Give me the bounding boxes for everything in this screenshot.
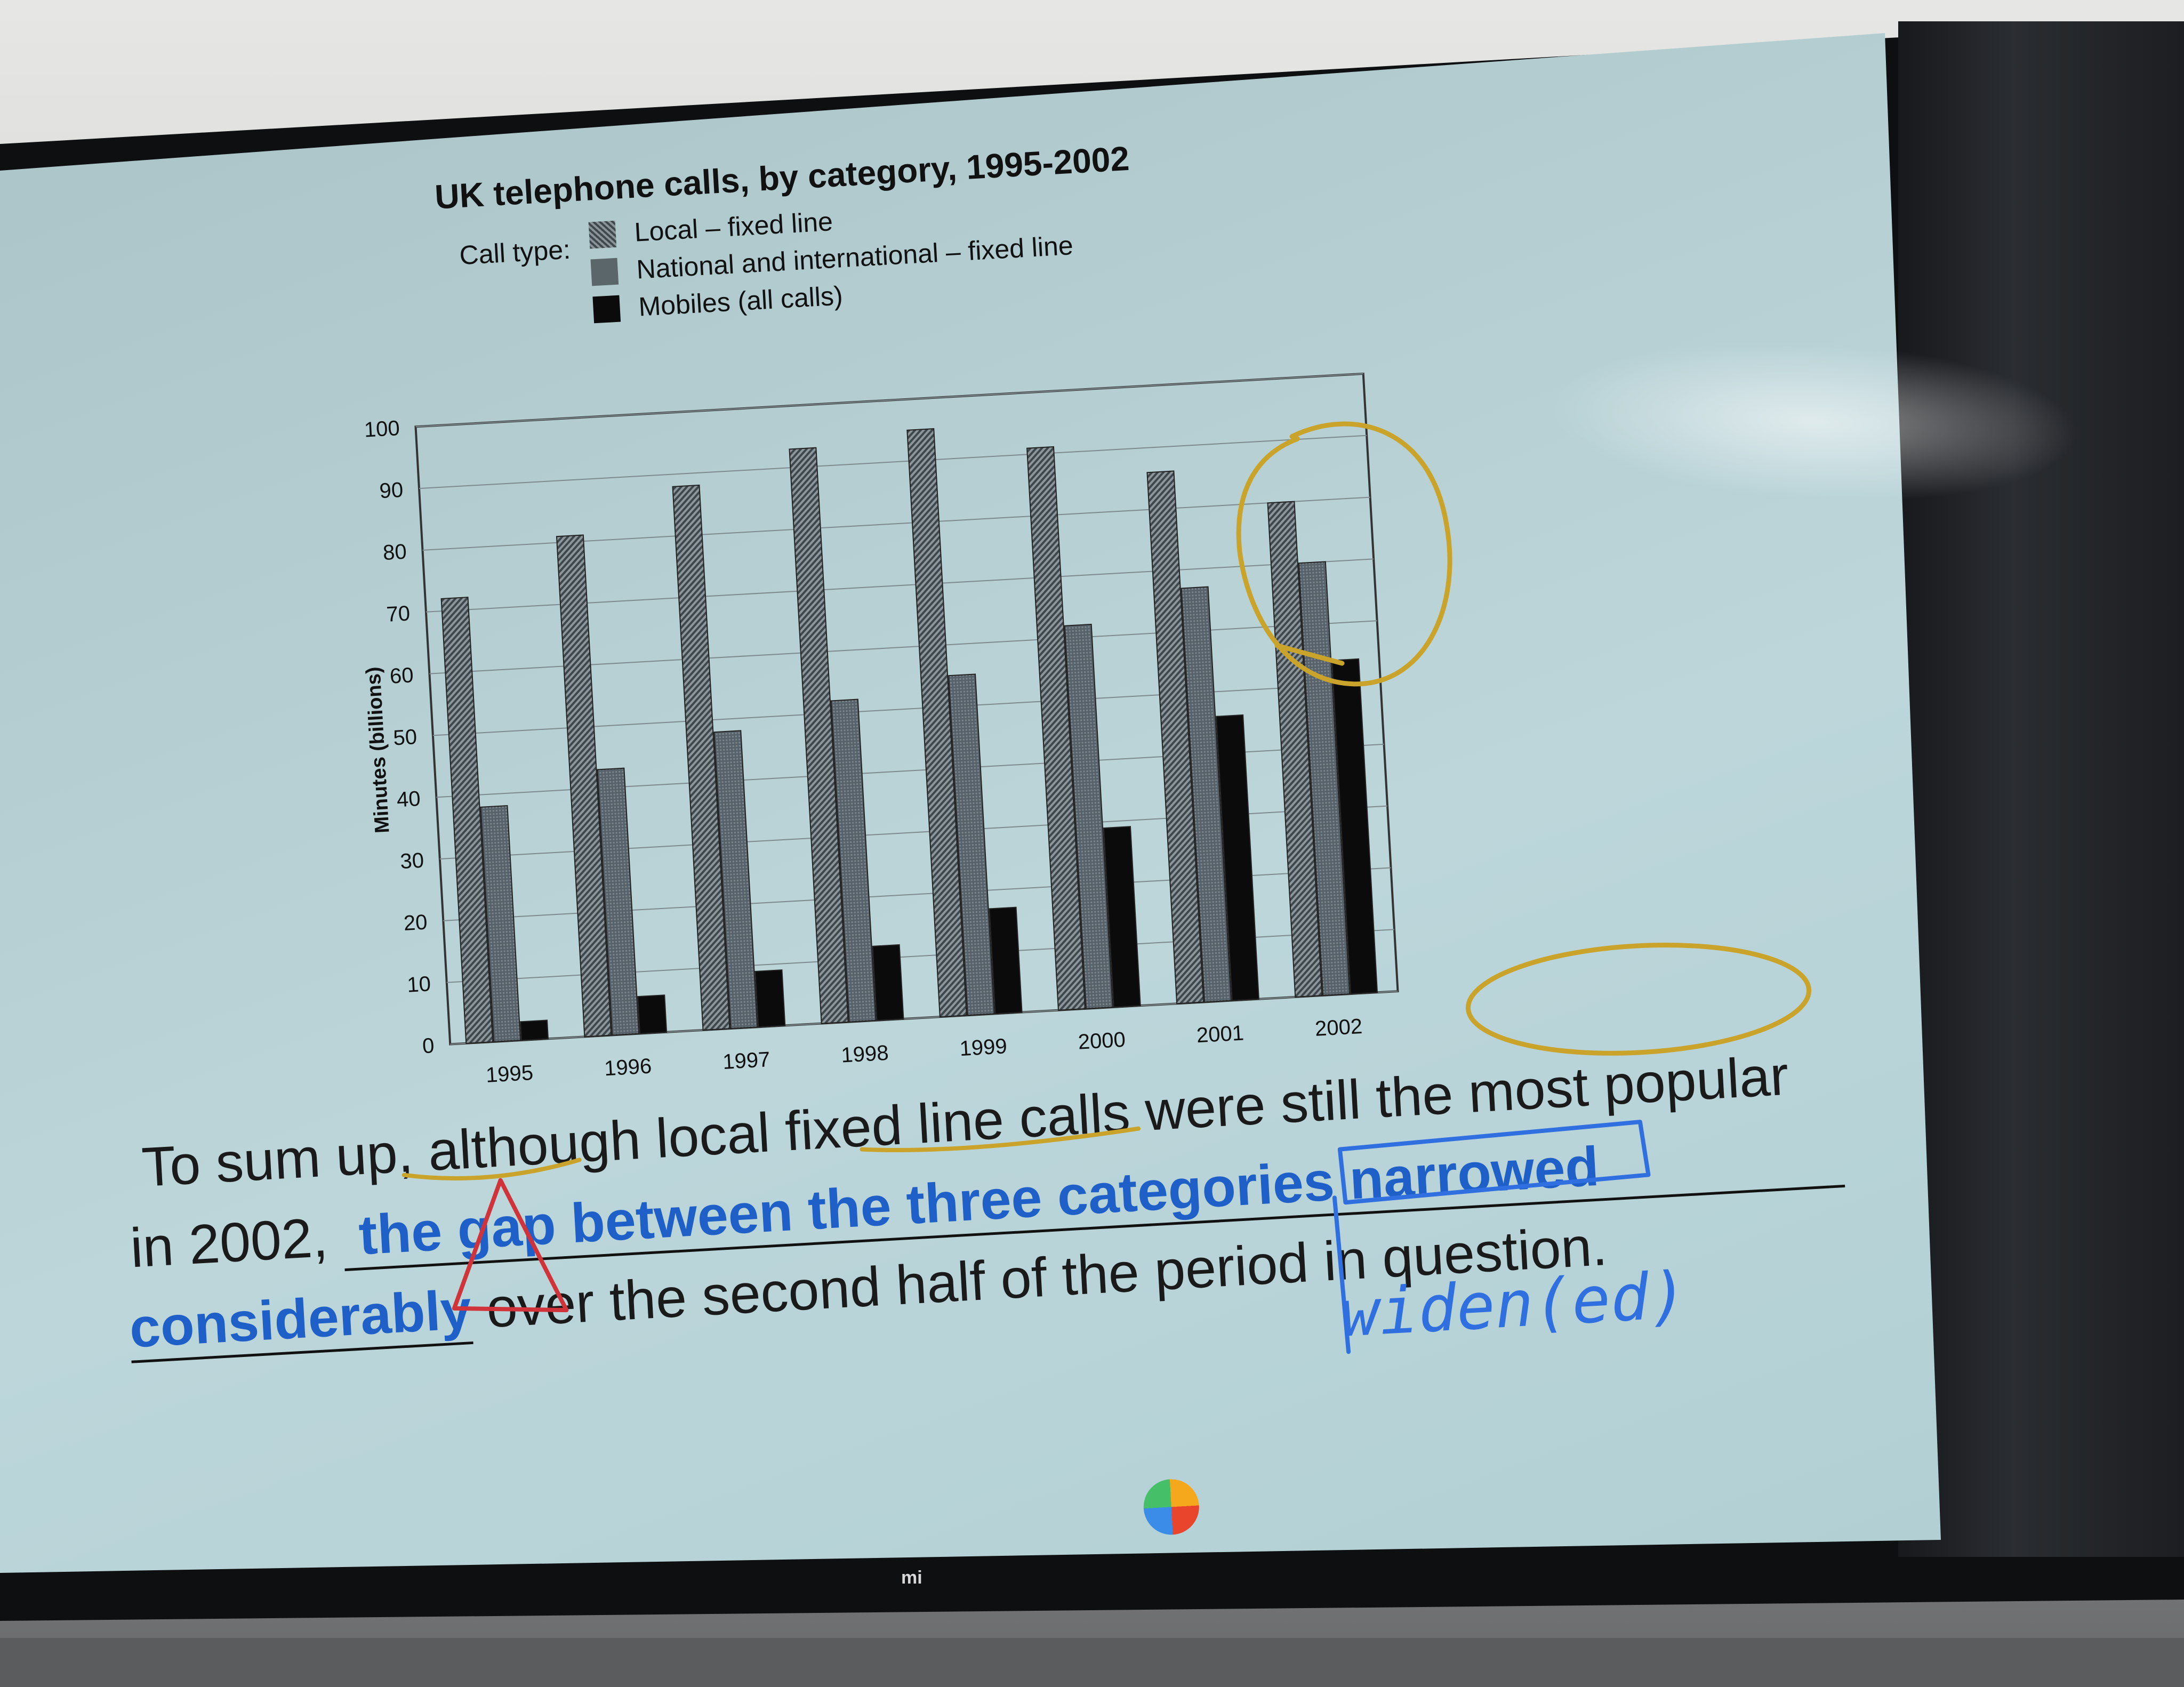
x-tick-label: 1999 <box>959 1034 1008 1061</box>
bar-mobiles-1997 <box>754 969 786 1028</box>
bars-layer <box>440 428 1378 1044</box>
legend-swatch-national <box>590 258 619 286</box>
bar-mobiles-2002 <box>1331 658 1378 995</box>
x-tick-label: 1997 <box>722 1048 770 1074</box>
bar-national-2002 <box>1298 561 1351 997</box>
bar-national-1998 <box>830 698 877 1023</box>
bar-local-2000 <box>1026 446 1086 1011</box>
legend-item-local: Local – fixed line <box>633 206 834 247</box>
loading-spinner-icon <box>1142 1477 1201 1537</box>
x-tick-label: 2000 <box>1078 1028 1126 1054</box>
y-tick-label: 100 <box>364 416 400 442</box>
tv-brand-logo: mi <box>901 1568 922 1588</box>
bar-national-2000 <box>1064 623 1113 1009</box>
bar-local-1999 <box>906 428 967 1018</box>
bar-mobiles-2001 <box>1216 714 1259 1001</box>
y-tick-label: 50 <box>392 725 417 750</box>
sentence-line-2-prefix: in 2002, <box>129 1206 330 1280</box>
chart-title: UK telephone calls, by category, 1995-20… <box>433 139 1130 216</box>
y-tick-label: 70 <box>386 601 411 626</box>
bar-local-1997 <box>672 484 730 1031</box>
screen-glare <box>1542 327 2084 515</box>
bar-national-2001 <box>1181 586 1232 1003</box>
x-tick-label: 2002 <box>1314 1015 1363 1041</box>
bar-national-1997 <box>713 730 758 1030</box>
bar-mobiles-1999 <box>989 906 1023 1015</box>
legend-swatch-local <box>588 220 617 249</box>
bar-national-1999 <box>948 673 995 1016</box>
legend-label: Call type: <box>459 234 572 271</box>
legend-item-mobiles: Mobiles (all calls) <box>638 280 844 322</box>
bar-national-1996 <box>597 767 640 1036</box>
y-tick-label: 90 <box>379 478 404 503</box>
bar-local-1996 <box>556 534 612 1038</box>
y-tick-label: 60 <box>389 663 414 688</box>
x-tick-label: 1995 <box>485 1061 534 1087</box>
x-tick-label: 2001 <box>1196 1021 1244 1047</box>
yellow-circle-2002 <box>1236 421 1452 687</box>
y-tick-label: 80 <box>382 540 407 565</box>
yellow-underline-marks <box>402 1126 1141 1180</box>
bar-local-2001 <box>1146 470 1205 1005</box>
y-tick-label: 10 <box>406 972 431 997</box>
red-triangle-mark <box>452 1178 569 1313</box>
bar-local-2002 <box>1267 501 1323 998</box>
bar-mobiles-1996 <box>637 994 668 1034</box>
bar-mobiles-2000 <box>1103 826 1141 1008</box>
yellow-circle-most-popular <box>1465 943 1812 1056</box>
x-tick-layer: 1995 1996 1997 1998 1999 2000 2001 2002 <box>485 1015 1363 1087</box>
bar-local-1998 <box>789 447 849 1024</box>
y-tick-label: 30 <box>399 849 424 873</box>
y-tick-label: 40 <box>396 787 421 812</box>
y-tick-label: 20 <box>403 911 428 935</box>
blue-box-narrowed <box>1332 1120 1651 1354</box>
legend-swatch-mobiles <box>592 295 621 324</box>
gridline <box>415 373 1363 428</box>
gridline <box>419 435 1367 489</box>
answer-line-3[interactable]: considerably <box>127 1278 473 1363</box>
y-tick-label: 0 <box>422 1034 435 1058</box>
x-tick-label: 1998 <box>840 1041 889 1067</box>
bar-mobiles-1995 <box>520 1019 549 1041</box>
bar-local-1995 <box>440 597 494 1044</box>
bar-national-1995 <box>480 805 521 1042</box>
y-tick-layer: 0 10 20 30 40 50 60 70 80 90 100 <box>364 416 435 1058</box>
tv-side-panel <box>1898 21 2184 1557</box>
bar-mobiles-1998 <box>872 944 904 1021</box>
x-tick-label: 1996 <box>604 1054 652 1080</box>
